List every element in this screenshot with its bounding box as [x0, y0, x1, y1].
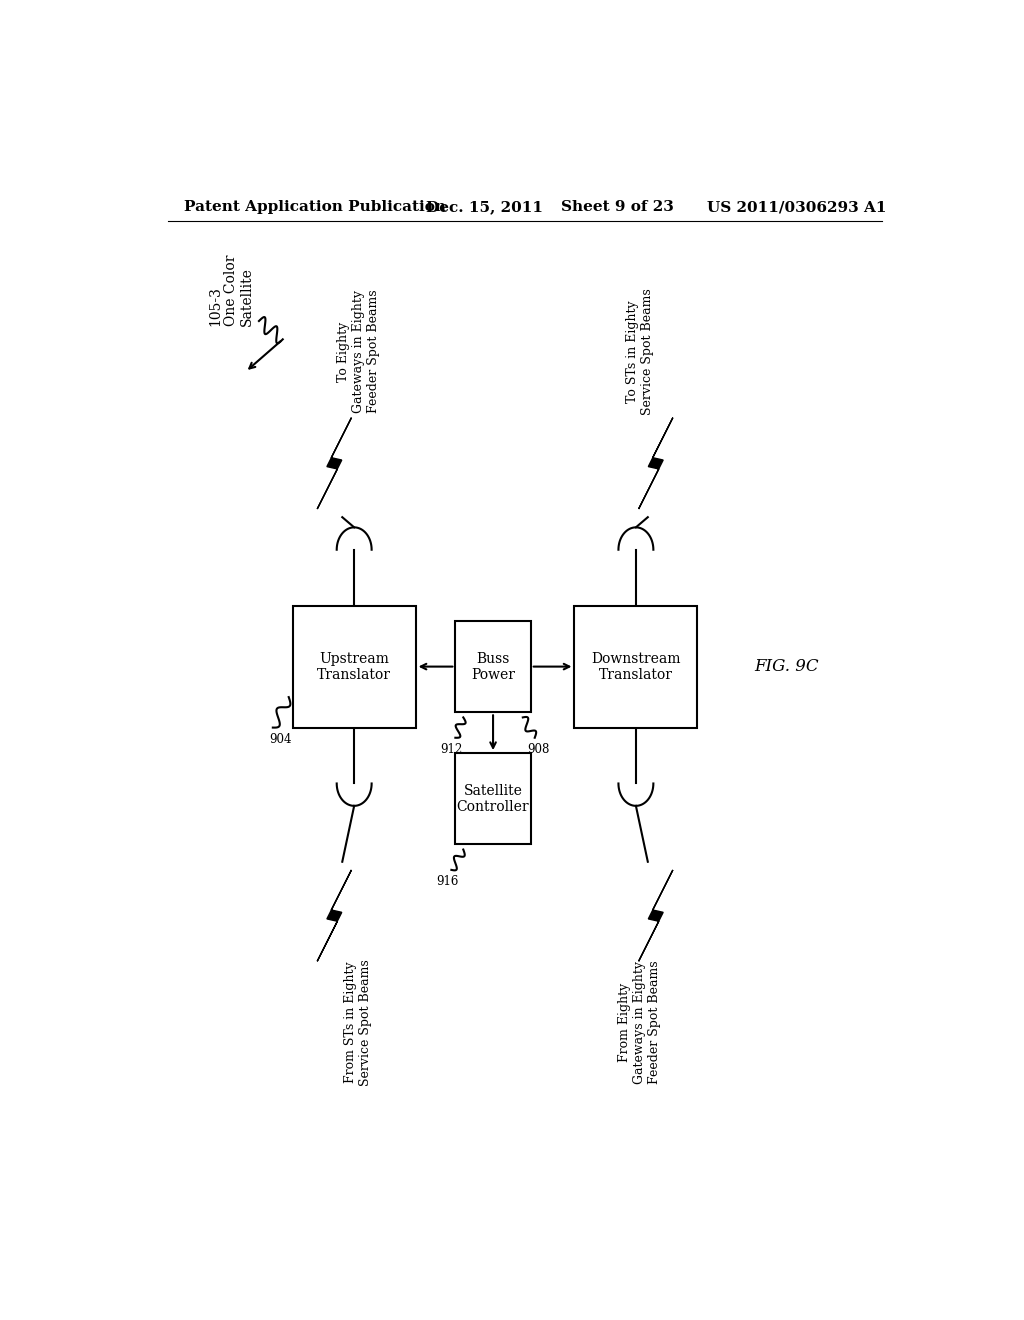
Text: Sheet 9 of 23: Sheet 9 of 23 — [560, 201, 674, 214]
Polygon shape — [317, 870, 351, 961]
Text: 912: 912 — [440, 743, 463, 756]
Polygon shape — [639, 870, 673, 961]
Text: Buss
Power: Buss Power — [471, 652, 515, 681]
Text: From Eighty
Gateways in Eighty
Feeder Spot Beams: From Eighty Gateways in Eighty Feeder Sp… — [618, 961, 662, 1084]
Text: From STs in Eighty
Service Spot Beams: From STs in Eighty Service Spot Beams — [344, 958, 372, 1086]
Bar — [456, 620, 530, 713]
Text: Downstream
Translator: Downstream Translator — [591, 652, 681, 681]
Polygon shape — [317, 417, 351, 510]
Text: FIG. 9C: FIG. 9C — [755, 659, 819, 675]
Text: To STs in Eighty
Service Spot Beams: To STs in Eighty Service Spot Beams — [626, 288, 654, 414]
Bar — [293, 606, 416, 727]
Bar — [456, 752, 530, 845]
Text: 105-3
One Color
Satellite: 105-3 One Color Satellite — [208, 255, 254, 326]
Text: 904: 904 — [269, 733, 292, 746]
Text: To Eighty
Gateways in Eighty
Feeder Spot Beams: To Eighty Gateways in Eighty Feeder Spot… — [337, 289, 380, 413]
Text: Upstream
Translator: Upstream Translator — [317, 652, 391, 681]
Text: 908: 908 — [527, 743, 550, 756]
Polygon shape — [639, 417, 673, 510]
Text: Satellite
Controller: Satellite Controller — [457, 784, 529, 814]
Text: 916: 916 — [436, 875, 459, 888]
Text: Dec. 15, 2011: Dec. 15, 2011 — [426, 201, 543, 214]
Text: US 2011/0306293 A1: US 2011/0306293 A1 — [708, 201, 887, 214]
Bar — [574, 606, 697, 727]
Text: Patent Application Publication: Patent Application Publication — [183, 201, 445, 214]
